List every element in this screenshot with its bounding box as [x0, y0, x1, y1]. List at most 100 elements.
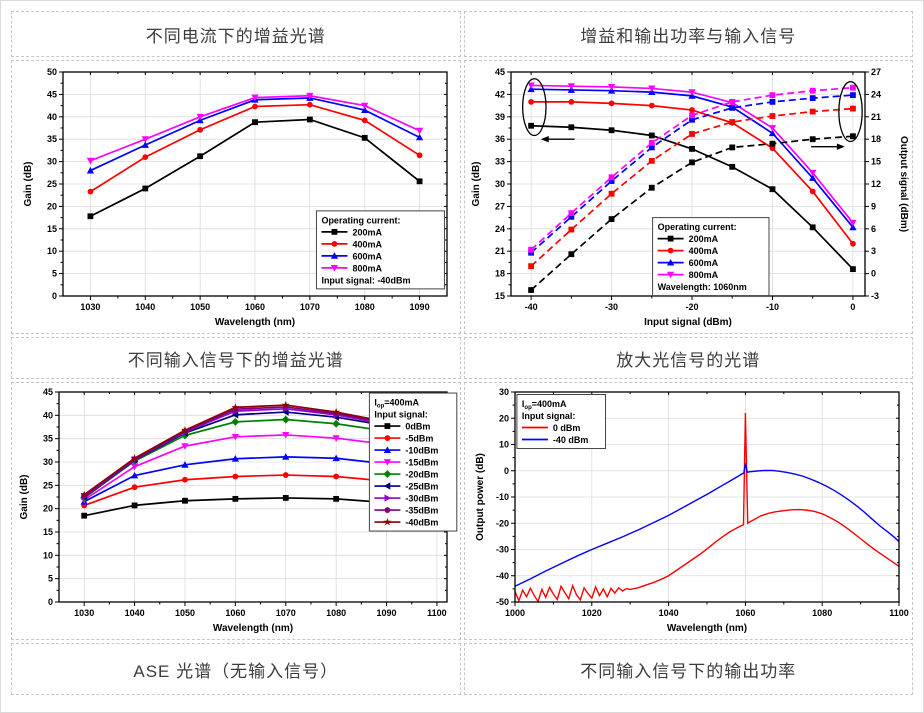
- svg-text:25: 25: [47, 179, 57, 189]
- svg-text:Wavelength (nm): Wavelength (nm): [667, 623, 747, 634]
- svg-text:200mA: 200mA: [689, 234, 719, 244]
- svg-text:10: 10: [47, 246, 57, 256]
- chart-cell-gain-output-vs-input: -40 -30 -20 -10 0 Input signal (dBm) 15 18 21 24 2…: [463, 60, 913, 334]
- chart-cell-gain-spectra-current: 1030 1040 1050 1060 1070 1080 1090 Wavelength (…: [11, 60, 461, 334]
- svg-text:1080: 1080: [326, 608, 346, 618]
- svg-text:Wavelength (nm): Wavelength (nm): [215, 317, 295, 328]
- svg-text:Output power (dB): Output power (dB): [475, 453, 486, 541]
- caption-ase-spectrum: ASE 光谱（无输入信号）: [11, 643, 461, 695]
- svg-text:10: 10: [43, 550, 53, 560]
- svg-text:0 dBm: 0 dBm: [553, 423, 581, 433]
- svg-text:15: 15: [47, 224, 57, 234]
- caption-amplified-signal-spectrum: 放大光信号的光谱: [463, 337, 913, 379]
- svg-text:40: 40: [43, 410, 53, 420]
- svg-text:-20dBm: -20dBm: [405, 470, 438, 480]
- svg-text:25: 25: [43, 480, 53, 490]
- svg-text:1070: 1070: [275, 608, 295, 618]
- svg-text:1040: 1040: [135, 302, 155, 312]
- svg-text:1090: 1090: [376, 608, 396, 618]
- svg-text:400mA: 400mA: [689, 246, 719, 256]
- svg-text:12: 12: [871, 179, 881, 189]
- svg-text:15: 15: [43, 527, 53, 537]
- svg-text:Output signal (dBm): Output signal (dBm): [898, 136, 909, 232]
- svg-text:600mA: 600mA: [689, 258, 719, 268]
- svg-text:40: 40: [47, 112, 57, 122]
- svg-text:20: 20: [499, 413, 509, 423]
- chart-cell-output-spectra: 1000 1020 1040 1060 1080 1100 Wavelength (nm) -…: [463, 382, 913, 640]
- svg-text:-10: -10: [496, 492, 509, 502]
- svg-text:1050: 1050: [190, 302, 210, 312]
- svg-text:1020: 1020: [582, 608, 602, 618]
- svg-text:-40: -40: [525, 302, 538, 312]
- svg-text:33: 33: [495, 157, 505, 167]
- chart-cell-gain-spectra-input-signal: 1030 1040 1050 1060 1070 1080 1090 1100 Waveleng…: [11, 382, 461, 640]
- svg-text:-40: -40: [496, 571, 509, 581]
- svg-text:0dBm: 0dBm: [405, 422, 430, 432]
- svg-text:27: 27: [495, 201, 505, 211]
- svg-text:20: 20: [47, 201, 57, 211]
- svg-text:-20: -20: [496, 518, 509, 528]
- svg-text:-30: -30: [605, 302, 618, 312]
- svg-text:24: 24: [495, 224, 505, 234]
- svg-text:1030: 1030: [74, 608, 94, 618]
- svg-text:21: 21: [871, 112, 881, 122]
- svg-text:0: 0: [851, 302, 856, 312]
- svg-text:-10: -10: [766, 302, 779, 312]
- svg-text:1080: 1080: [812, 608, 832, 618]
- svg-text:-3: -3: [871, 291, 879, 301]
- svg-text:45: 45: [47, 89, 57, 99]
- svg-text:-5dBm: -5dBm: [405, 434, 433, 444]
- svg-text:Input signal: -40dBm: Input signal: -40dBm: [321, 275, 410, 285]
- svg-text:15: 15: [871, 157, 881, 167]
- caption-output-power-vs-input: 不同输入信号下的输出功率: [463, 643, 913, 695]
- svg-text:600mA: 600mA: [352, 251, 382, 261]
- svg-text:0: 0: [871, 269, 876, 279]
- svg-text:30: 30: [499, 387, 509, 397]
- svg-text:Wavelength: 1060nm: Wavelength: 1060nm: [658, 282, 747, 292]
- svg-text:35: 35: [43, 434, 53, 444]
- svg-text:3: 3: [871, 246, 876, 256]
- svg-text:45: 45: [495, 67, 505, 77]
- svg-text:Gain (dB): Gain (dB): [19, 475, 30, 520]
- svg-text:Input signal:: Input signal:: [374, 410, 428, 420]
- svg-text:36: 36: [495, 134, 505, 144]
- svg-text:9: 9: [871, 201, 876, 211]
- svg-text:-40dBm: -40dBm: [405, 518, 438, 528]
- svg-text:30: 30: [47, 157, 57, 167]
- svg-text:20: 20: [43, 504, 53, 514]
- svg-text:1070: 1070: [300, 302, 320, 312]
- svg-text:1060: 1060: [225, 608, 245, 618]
- svg-text:800mA: 800mA: [352, 263, 382, 273]
- svg-text:1060: 1060: [736, 608, 756, 618]
- svg-text:0: 0: [48, 597, 53, 607]
- caption-gain-spectra-current: 不同电流下的增益光谱: [11, 11, 461, 57]
- svg-text:1040: 1040: [659, 608, 679, 618]
- svg-text:5: 5: [52, 269, 57, 279]
- chart-gain-spectra-input-signal: 1030 1040 1050 1060 1070 1080 1090 1100Waveleng…: [19, 387, 458, 634]
- svg-text:10: 10: [499, 440, 509, 450]
- svg-text:-10dBm: -10dBm: [405, 446, 438, 456]
- svg-text:Wavelength (nm): Wavelength (nm): [213, 623, 293, 634]
- svg-text:-30: -30: [496, 545, 509, 555]
- caption-gain-output-vs-input: 增益和输出功率与输入信号: [463, 11, 913, 57]
- svg-text:1060: 1060: [245, 302, 265, 312]
- svg-text:50: 50: [47, 67, 57, 77]
- svg-text:400mA: 400mA: [352, 239, 382, 249]
- caption-gain-spectra-input-signal: 不同输入信号下的增益光谱: [11, 337, 461, 379]
- svg-text:39: 39: [495, 112, 505, 122]
- svg-text:Gain (dB): Gain (dB): [23, 162, 34, 207]
- svg-text:27: 27: [871, 67, 881, 77]
- svg-text:1030: 1030: [80, 302, 100, 312]
- svg-text:Operating current:: Operating current:: [321, 215, 400, 225]
- svg-text:45: 45: [43, 387, 53, 397]
- svg-text:-30dBm: -30dBm: [405, 494, 438, 504]
- svg-text:Input signal (dBm): Input signal (dBm): [644, 317, 732, 328]
- svg-text:18: 18: [871, 134, 881, 144]
- svg-text:Gain (dB): Gain (dB): [471, 162, 482, 207]
- svg-text:30: 30: [43, 457, 53, 467]
- svg-text:-50: -50: [496, 597, 509, 607]
- svg-text:1100: 1100: [427, 608, 447, 618]
- svg-text:6: 6: [871, 224, 876, 234]
